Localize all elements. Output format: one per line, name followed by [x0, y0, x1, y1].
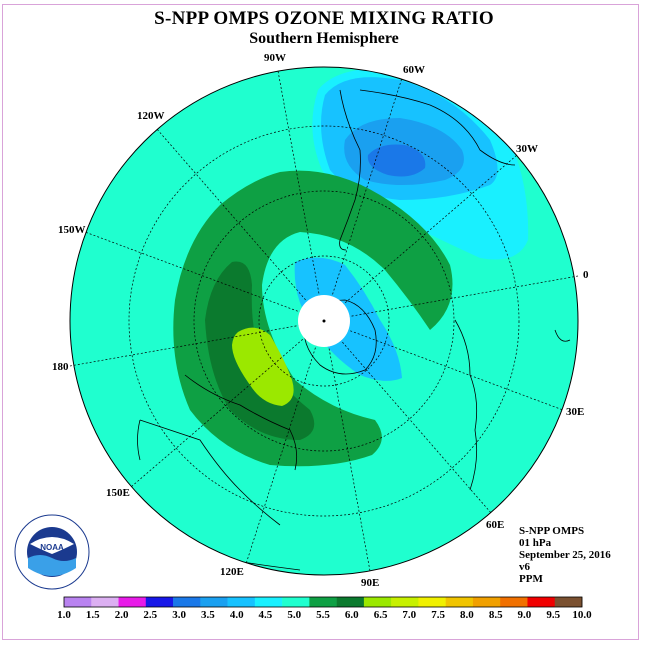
- lon-label-180: 180: [52, 361, 69, 373]
- colorbar-tick-label: 9.5: [546, 609, 560, 621]
- latitude-grid: [128, 125, 520, 517]
- lon-label-90w: 90W: [264, 52, 286, 64]
- colorbar-tick-label: 6.0: [345, 609, 359, 621]
- lon-label-150w: 150W: [58, 224, 86, 236]
- colorbar-swatch: [118, 597, 147, 607]
- ozone-field: [70, 67, 578, 575]
- lon-label-90e: 90E: [361, 577, 379, 589]
- colorbar-swatch: [554, 597, 583, 607]
- colorbar-tick-label: 10.0: [572, 609, 592, 621]
- colorbar-swatch: [336, 597, 365, 607]
- colorbar-swatch: [227, 597, 256, 607]
- colorbar-swatch: [64, 597, 92, 607]
- colorbar-swatch: [445, 597, 474, 607]
- colorbar-tick-label: 7.0: [402, 609, 416, 621]
- instrument-label: S-NPP OMPS: [519, 525, 585, 537]
- colorbar-swatches: [64, 597, 583, 607]
- colorbar-swatch: [418, 597, 446, 607]
- lon-label-0: 0: [583, 269, 589, 281]
- colorbar-outline: [63, 596, 583, 608]
- colorbar-swatch: [200, 597, 228, 607]
- colorbar-swatch: [500, 597, 528, 607]
- colorbar-swatch: [145, 597, 174, 607]
- colorbar-tick-label: 4.5: [259, 609, 273, 621]
- colorbar-tick-label: 8.0: [460, 609, 474, 621]
- longitude-labels: 90W 60W 30W 0 30E 60E 90E 120E 150E 180 …: [52, 52, 589, 589]
- noaa-logo-text: NOAA: [40, 543, 64, 552]
- colorbar-swatch: [282, 597, 310, 607]
- colorbar-tick-label: 3.5: [201, 609, 215, 621]
- colorbar-swatch: [391, 597, 419, 607]
- product-version: v6: [519, 561, 530, 573]
- colorbar-swatch: [254, 597, 283, 607]
- colorbar-swatch: [173, 597, 201, 607]
- lon-label-120e: 120E: [220, 566, 244, 578]
- longitude-grid: [69, 70, 579, 572]
- lon-label-30w: 30W: [516, 143, 538, 155]
- colorbar-tick-label: 2.5: [143, 609, 157, 621]
- colorbar-tick-label: 6.5: [374, 609, 388, 621]
- colorbar-tick-label: 5.5: [316, 609, 330, 621]
- colorbar-tick-label: 1.5: [86, 609, 100, 621]
- colorbar-swatch: [472, 597, 501, 607]
- colorbar-labels: 1.0 1.5 2.0 2.5 3.0 3.5 4.0 4.5 5.0 5.5 6.0 6.5 7.0 7…: [57, 609, 592, 621]
- south-pole-marker: [322, 319, 326, 323]
- lon-label-60e: 60E: [486, 519, 504, 531]
- colorbar-swatch: [527, 597, 556, 607]
- colorbar-swatch: [91, 597, 119, 607]
- pressure-level: 01 hPa: [519, 537, 552, 549]
- colorbar-tick-label: 8.5: [489, 609, 503, 621]
- image-frame: [2, 4, 639, 640]
- lon-label-60w: 60W: [403, 64, 425, 76]
- observation-date: September 25, 2016: [519, 549, 611, 561]
- lon-label-30e: 30E: [566, 406, 584, 418]
- colorbar-tick-label: 9.0: [518, 609, 532, 621]
- map-boundary: [69, 66, 579, 576]
- colorbar-tick-label: 2.0: [115, 609, 129, 621]
- noaa-logo: NOAA: [14, 514, 90, 590]
- product-info: S-NPP OMPS 01 hPa September 25, 2016 v6 …: [519, 525, 611, 585]
- map-subtitle: Southern Hemisphere: [249, 30, 399, 47]
- ozone-region-6-5: [232, 327, 294, 406]
- ozone-region-3-0: [367, 144, 426, 177]
- colorbar-tick-label: 5.0: [287, 609, 301, 621]
- colorbar-swatch: [363, 597, 392, 607]
- lon-label-150e: 150E: [106, 487, 130, 499]
- map-title: S-NPP OMPS OZONE MIXING RATIO: [154, 8, 494, 29]
- colorbar-tick-label: 7.5: [431, 609, 445, 621]
- units-label: PPM: [519, 573, 543, 585]
- colorbar-swatch: [309, 597, 337, 607]
- lon-label-120w: 120W: [137, 110, 165, 122]
- colorbar-tick-label: 1.0: [57, 609, 71, 621]
- colorbar-tick-label: 3.0: [172, 609, 186, 621]
- colorbar-tick-label: 4.0: [230, 609, 244, 621]
